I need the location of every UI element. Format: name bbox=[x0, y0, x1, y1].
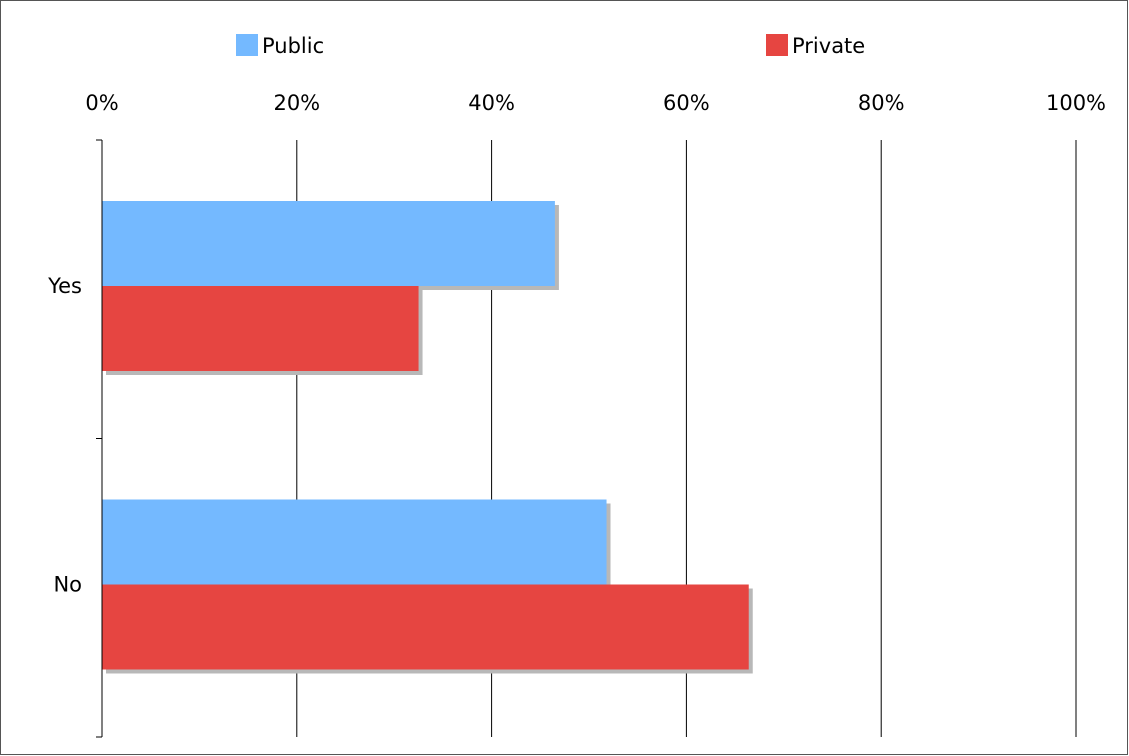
legend-label-public: Public bbox=[262, 34, 324, 58]
y-category-label: No bbox=[53, 573, 82, 597]
bar-public-yes bbox=[102, 201, 555, 286]
legend-swatch-private bbox=[766, 34, 788, 56]
y-axis-category-labels: Yes No bbox=[47, 274, 82, 597]
bars bbox=[102, 201, 753, 674]
legend: Public Private bbox=[236, 34, 865, 58]
x-tick-label: 100% bbox=[1046, 91, 1106, 115]
x-tick-label: 20% bbox=[273, 91, 320, 115]
bar-private-no bbox=[102, 584, 749, 670]
x-axis-tick-labels: 0% 20% 40% 60% 80% 100% bbox=[85, 91, 1106, 115]
x-tick-label: 60% bbox=[663, 91, 710, 115]
x-tick-label: 0% bbox=[85, 91, 118, 115]
x-tick-label: 40% bbox=[468, 91, 515, 115]
y-axis bbox=[96, 139, 103, 738]
x-tick-label: 80% bbox=[858, 91, 905, 115]
y-category-label: Yes bbox=[47, 274, 82, 298]
bar-public-no bbox=[102, 499, 607, 585]
legend-label-private: Private bbox=[792, 34, 865, 58]
bar-private-yes bbox=[102, 286, 419, 371]
legend-swatch-public bbox=[236, 34, 258, 56]
